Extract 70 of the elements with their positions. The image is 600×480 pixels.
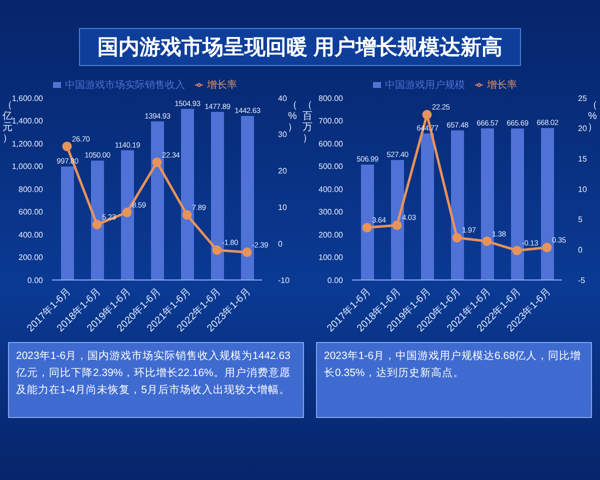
y-tick-label: 1,000.00 bbox=[12, 162, 44, 172]
bar bbox=[451, 130, 464, 280]
y-tick-label: 700.00 bbox=[318, 116, 344, 126]
y-tick-label: 1,200.00 bbox=[12, 139, 44, 148]
y2-tick-label: 20 bbox=[578, 124, 588, 134]
y2-tick-label: 0 bbox=[278, 239, 283, 248]
y-tick-label: 500.00 bbox=[318, 162, 344, 172]
y-tick-label: 800.00 bbox=[18, 184, 44, 194]
bar bbox=[211, 112, 224, 280]
y2-tick-label: 40 bbox=[278, 94, 288, 103]
point bbox=[422, 110, 432, 120]
chart-title: 国内游戏市场呈现回暖 用户增长规模达新高 bbox=[79, 28, 521, 66]
point bbox=[182, 210, 192, 220]
y2-tick-label: 15 bbox=[578, 154, 588, 164]
y2-tick-label: 20 bbox=[278, 166, 288, 176]
bar bbox=[151, 121, 164, 280]
y-tick-label: 400.00 bbox=[18, 230, 44, 240]
point bbox=[392, 220, 402, 230]
y-tick-label: 200.00 bbox=[18, 253, 44, 262]
y-tick-label: 1,400.00 bbox=[12, 116, 44, 126]
bar bbox=[121, 150, 134, 280]
y-axis-title: （亿元） bbox=[2, 100, 12, 144]
y2-tick-label: 30 bbox=[278, 130, 288, 140]
point bbox=[482, 236, 492, 246]
point bbox=[92, 220, 102, 230]
y-tick-label: 100.00 bbox=[318, 253, 344, 262]
point bbox=[62, 142, 72, 152]
point bbox=[212, 245, 222, 255]
bar bbox=[181, 108, 194, 280]
legend-label: 增长率 bbox=[207, 80, 237, 91]
bar bbox=[91, 160, 104, 280]
point bbox=[512, 246, 522, 256]
point bbox=[242, 248, 252, 258]
y2-tick-label: 5 bbox=[578, 215, 583, 224]
bar bbox=[361, 164, 374, 280]
y-tick-label: 400.00 bbox=[318, 184, 344, 194]
y-tick-label: 300.00 bbox=[318, 208, 344, 217]
y2-tick-label: -5 bbox=[578, 276, 586, 285]
y-tick-label: 1,600.00 bbox=[12, 94, 44, 103]
y2-tick-label: -10 bbox=[278, 276, 290, 285]
y-tick-label: 600.00 bbox=[318, 139, 344, 148]
legend-label: 中国游戏市场实际销售收入 bbox=[65, 80, 185, 91]
legend-label: 增长率 bbox=[487, 80, 517, 91]
bar bbox=[241, 116, 254, 280]
bar bbox=[391, 160, 404, 280]
legend-label: 中国游戏用户规模 bbox=[385, 80, 465, 91]
y2-axis-title: （%） bbox=[287, 100, 298, 133]
bar bbox=[421, 133, 434, 280]
y-tick-label: 0.00 bbox=[27, 276, 44, 285]
point bbox=[152, 158, 162, 168]
bar bbox=[511, 128, 524, 280]
y-axis-title: （百万） bbox=[302, 100, 313, 144]
bar bbox=[541, 128, 554, 280]
point bbox=[542, 242, 552, 252]
y-tick-label: 800.00 bbox=[318, 94, 344, 103]
bar bbox=[481, 128, 494, 280]
y2-axis-title: （%） bbox=[587, 100, 598, 133]
y2-tick-label: 10 bbox=[278, 203, 288, 212]
y-tick-label: 600.00 bbox=[18, 208, 44, 217]
y-tick-label: 200.00 bbox=[318, 230, 344, 240]
text: 2023年1-6月，中国游戏用户规模达6.68亿人，同比增长0.35%，达到历史新高点。 bbox=[324, 349, 582, 381]
text: 2023年1-6月，国内游戏市场实际销售收入规模为1442.63亿元，同比下降2.39%，环比增长22.16%。用户消费意愿及能力在1-4月尚未恢复，5月后市场收入出现较大增幅。 bbox=[16, 349, 292, 398]
point bbox=[122, 208, 132, 218]
y-tick-label: 0.00 bbox=[327, 276, 344, 285]
y2-tick-label: 10 bbox=[578, 184, 588, 194]
point bbox=[362, 222, 372, 232]
bar bbox=[61, 166, 74, 280]
point bbox=[452, 232, 462, 242]
y2-tick-label: 25 bbox=[578, 94, 588, 103]
y2-tick-label: 0 bbox=[578, 246, 583, 255]
